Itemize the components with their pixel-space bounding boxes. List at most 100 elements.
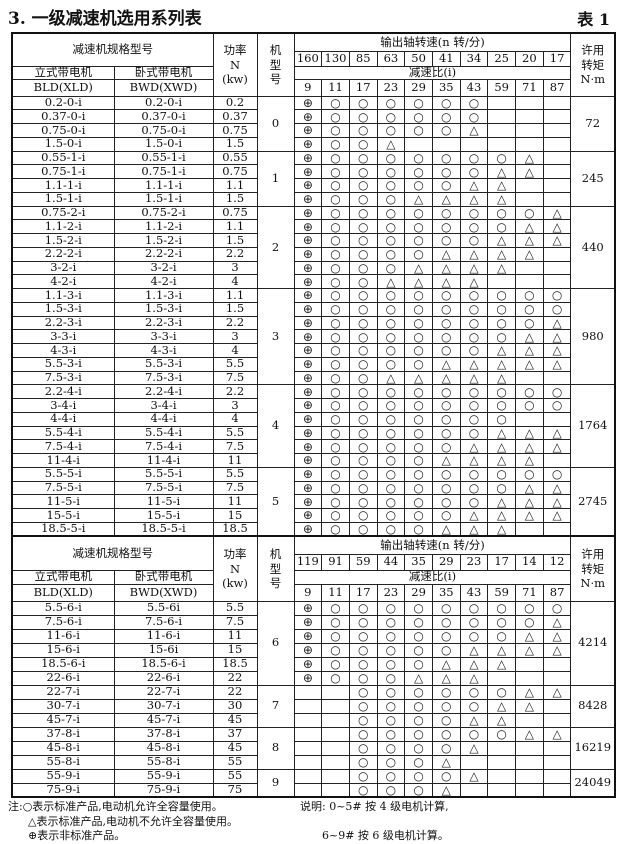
triangle-icon: △: [487, 356, 516, 372]
speed-value: 41: [431, 50, 461, 67]
circle-icon: ○: [404, 712, 433, 728]
power-value: 11: [212, 453, 258, 468]
triangle-icon: △: [459, 178, 489, 193]
circle-icon: ○: [348, 219, 378, 234]
empty-cell: [542, 521, 572, 537]
triangle-icon: △: [459, 274, 489, 289]
power-value: 4: [212, 411, 258, 427]
power-value: 22: [212, 684, 258, 700]
vertical-model: 11-4-i: [11, 453, 115, 468]
circle-icon: ○: [348, 754, 378, 770]
circle-icon: ○: [376, 614, 406, 630]
torque-label-line: 转矩: [581, 561, 605, 576]
circle-icon: ○: [376, 288, 406, 303]
triangle-icon: △: [459, 670, 489, 686]
page-title: 3. 一级减速机选用系列表: [8, 9, 202, 29]
circle-icon: ○: [376, 301, 406, 317]
circled-plus-icon: ⊕: [293, 191, 323, 207]
triangle-icon: △: [542, 439, 572, 454]
circle-icon: ○: [431, 95, 461, 111]
circle-icon: ○: [321, 301, 350, 317]
circled-plus-icon: ⊕: [293, 315, 323, 331]
ratio-value: 29: [404, 78, 433, 97]
empty-cell: [515, 740, 544, 756]
power-value: 11: [212, 494, 258, 509]
circle-icon: ○: [321, 274, 350, 289]
table-row: 3-4-i 3-4-i 3 ⊕ ○ ○ ○ ○ ○ ○ ○ ○ ○: [11, 398, 615, 413]
triangle-icon: △: [431, 191, 461, 207]
horizontal-model: 7.5-4-i: [113, 439, 214, 454]
table-row: 7.5-5-i 7.5-5-i 7.5 ⊕ ○ ○ ○ ○ ○ ○ ○ △ △: [11, 480, 615, 496]
circle-icon: ○: [404, 205, 433, 221]
circle-icon: ○: [348, 178, 378, 193]
empty-cell: [321, 712, 350, 728]
circle-icon: ○: [376, 246, 406, 262]
circle-icon: ○: [348, 343, 378, 358]
circle-icon: ○: [348, 628, 378, 644]
circle-icon: ○: [404, 178, 433, 193]
circle-icon: ○: [348, 384, 378, 399]
circle-icon: ○: [321, 164, 350, 179]
horizontal-motor-code: BWD(XWD): [113, 583, 214, 602]
triangle-icon: △: [515, 684, 544, 700]
power-value: 0.2: [212, 95, 258, 111]
table-row: 1.1-2-i 1.1-2-i 1.1 ⊕ ○ ○ ○ ○ ○ ○ ○ △ △: [11, 219, 615, 234]
triangle-icon: △: [542, 315, 572, 331]
explanation-notes: 说明: 0~5# 按 4 级电机计算, 6~9# 按 6 级电机计算。: [300, 800, 449, 843]
horizontal-model: 0.75-0-i: [113, 123, 214, 138]
vertical-model: 5.5-4-i: [11, 425, 115, 441]
circle-icon: ○: [321, 315, 350, 331]
empty-cell: [542, 782, 572, 798]
triangle-icon: △: [542, 205, 572, 221]
table-row: 45-7-i 45-7-i 45 ○ ○ ○ ○ △ △: [11, 712, 615, 728]
circle-icon: ○: [321, 260, 350, 276]
circled-plus-icon: ⊕: [293, 219, 323, 234]
speed-value: 34: [459, 50, 489, 67]
empty-cell: [515, 712, 544, 728]
empty-cell: [542, 246, 572, 262]
circle-icon: ○: [431, 600, 461, 616]
spec-label: 减速机规格型号: [11, 535, 214, 571]
table-row: 37-8-i 37-8-i 37 8 ○ ○ ○ ○ ○ ○ △ △ 16219: [11, 726, 616, 770]
empty-cell: [515, 123, 544, 138]
circled-plus-icon: ⊕: [293, 246, 323, 262]
frame-number: 7: [256, 684, 295, 728]
vertical-model: 4-2-i: [11, 274, 115, 289]
circled-plus-icon: ⊕: [293, 384, 323, 399]
circled-plus-icon: ⊕: [293, 343, 323, 358]
circle-icon: ○: [404, 164, 433, 179]
horizontal-model: 1.5-0-i: [113, 136, 214, 152]
speed-value: 20: [515, 50, 544, 67]
circle-icon: ○: [376, 329, 406, 344]
circle-icon: ○: [431, 178, 461, 193]
vertical-model: 37-8-i: [11, 726, 115, 742]
power-value: 0.75: [212, 164, 258, 179]
empty-cell: [542, 754, 572, 770]
vertical-model: 7.5-4-i: [11, 439, 115, 454]
power-value: 30: [212, 698, 258, 714]
circle-icon: ○: [348, 260, 378, 276]
circled-plus-icon: ⊕: [293, 233, 323, 248]
circle-icon: ○: [431, 384, 461, 399]
vertical-motor-code: BLD(XLD): [11, 583, 115, 602]
speed-value: 17: [542, 50, 572, 67]
circled-plus-icon: ⊕: [293, 670, 323, 686]
horizontal-model: 5.5-5-i: [113, 466, 214, 482]
triangle-icon: △: [487, 712, 516, 728]
triangle-icon: △: [487, 698, 516, 714]
circle-icon: ○: [348, 109, 378, 124]
circle-icon: ○: [404, 521, 433, 537]
speed-value: 12: [542, 553, 572, 571]
circled-plus-icon: ⊕: [293, 178, 323, 193]
empty-cell: [542, 136, 572, 152]
vertical-model: 3-3-i: [11, 329, 115, 344]
circle-icon: ○: [515, 384, 544, 399]
circle-icon: ○: [376, 494, 406, 509]
empty-cell: [321, 740, 350, 756]
vertical-model: 18.5-5-i: [11, 521, 115, 537]
vertical-model: 0.75-2-i: [11, 205, 115, 221]
power-value: 2.2: [212, 384, 258, 399]
vertical-model: 22-7-i: [11, 684, 115, 700]
circle-icon: ○: [376, 521, 406, 537]
empty-cell: [515, 521, 544, 537]
